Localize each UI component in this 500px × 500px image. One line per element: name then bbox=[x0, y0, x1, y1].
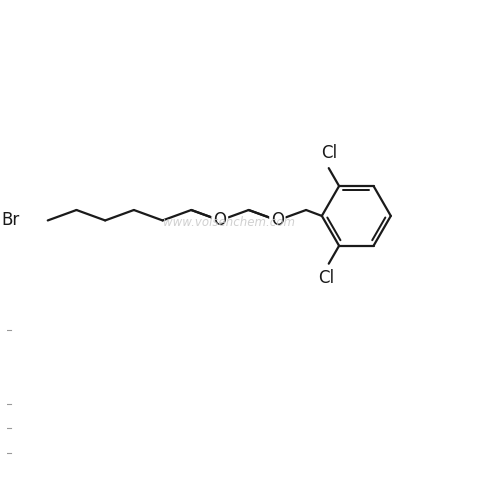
Text: O: O bbox=[214, 212, 226, 230]
Text: Cl: Cl bbox=[318, 268, 334, 286]
Text: Br: Br bbox=[2, 212, 20, 230]
Text: O: O bbox=[271, 212, 284, 230]
Text: Cl: Cl bbox=[320, 144, 337, 162]
Text: www.volsenchem.com: www.volsenchem.com bbox=[163, 216, 295, 230]
